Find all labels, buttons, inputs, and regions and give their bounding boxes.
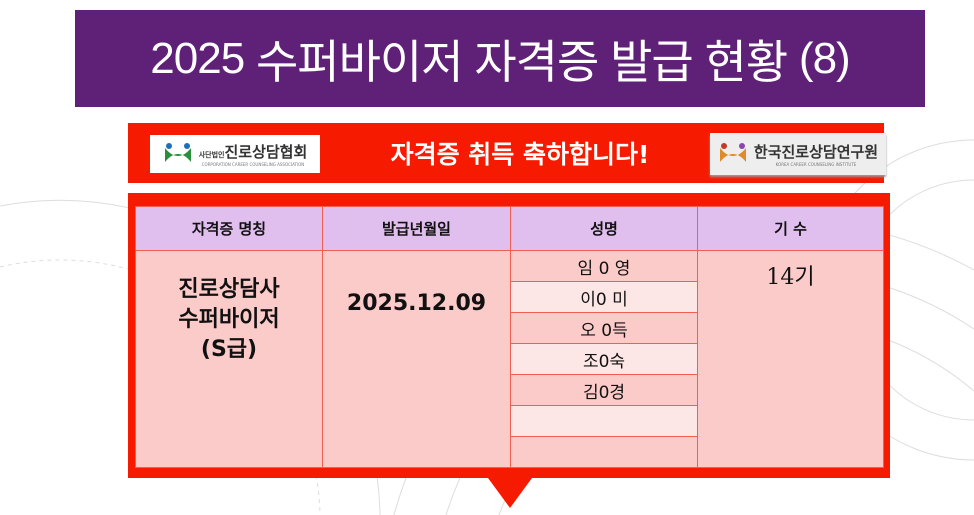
logo-sub: KOREA CAREER COUNSELING INSTITUTE	[775, 162, 857, 167]
certificate-line: (S급)	[200, 337, 258, 362]
name-cell	[510, 405, 698, 437]
name-cell: 임 0 영	[510, 250, 698, 282]
down-arrow-icon	[488, 478, 532, 508]
name-cell: 김0경	[510, 374, 698, 406]
certificate-table-frame: 자격증 명칭 발급년월일 성명 기 수 진로상담사 수퍼바이저 (S급) 202…	[128, 193, 890, 478]
congrats-banner: 사단법인진로상담협회 CORPORATION CAREER COUNSELING …	[128, 123, 886, 183]
name-cell	[510, 436, 698, 468]
name-cell: 조0숙	[510, 343, 698, 375]
logo-name: 진로상담협회	[224, 143, 308, 161]
certificate-line: 수퍼바이저	[178, 307, 280, 332]
association-logo: 사단법인진로상담협회 CORPORATION CAREER COUNSELING …	[150, 135, 320, 173]
banner-text: 자격증 취득 축하합니다!	[390, 140, 650, 169]
header-date: 발급년월일	[322, 206, 511, 251]
issue-date-cell: 2025.12.09	[322, 250, 511, 468]
header-generation: 기 수	[697, 206, 884, 251]
header-certificate: 자격증 명칭	[135, 206, 323, 251]
title-text: 수퍼바이저 자격증 발급 현황	[255, 35, 788, 88]
table-row	[136, 436, 884, 468]
title-number: (8)	[798, 33, 851, 83]
table-header-row: 자격증 명칭 발급년월일 성명 기 수	[135, 206, 884, 251]
table-row: 조0숙	[136, 343, 884, 375]
table-row	[136, 405, 884, 437]
association-logo-icon	[164, 143, 191, 162]
institute-logo-icon	[719, 143, 746, 162]
institute-logo: 한국진로상담연구원 KOREA CAREER COUNSELING INSTITU…	[710, 133, 886, 175]
certificate-table: 자격증 명칭 발급년월일 성명 기 수 진로상담사 수퍼바이저 (S급) 202…	[135, 206, 884, 468]
table-row: 진로상담사 수퍼바이저 (S급) 2025.12.09 임 0 영 14기	[135, 250, 884, 468]
header-name: 성명	[510, 206, 698, 251]
generation-cell: 14기	[697, 250, 884, 468]
certificate-cell: 진로상담사 수퍼바이저 (S급)	[135, 250, 323, 468]
name-cell: 이0 미	[510, 281, 698, 313]
logo-prefix: 사단법인	[198, 151, 225, 159]
certificate-line: 진로상담사	[178, 277, 280, 302]
logo-sub: CORPORATION CAREER COUNSELING ASSOCIATIO…	[201, 162, 305, 167]
title-year: 2025	[150, 33, 245, 83]
table-row: 오 0득	[136, 312, 884, 344]
logo-name: 한국진로상담연구원	[753, 143, 879, 161]
name-cell: 오 0득	[510, 312, 698, 344]
page-title: 2025 수퍼바이저 자격증 발급 현황 (8)	[75, 10, 925, 107]
table-row: 김0경	[136, 374, 884, 406]
